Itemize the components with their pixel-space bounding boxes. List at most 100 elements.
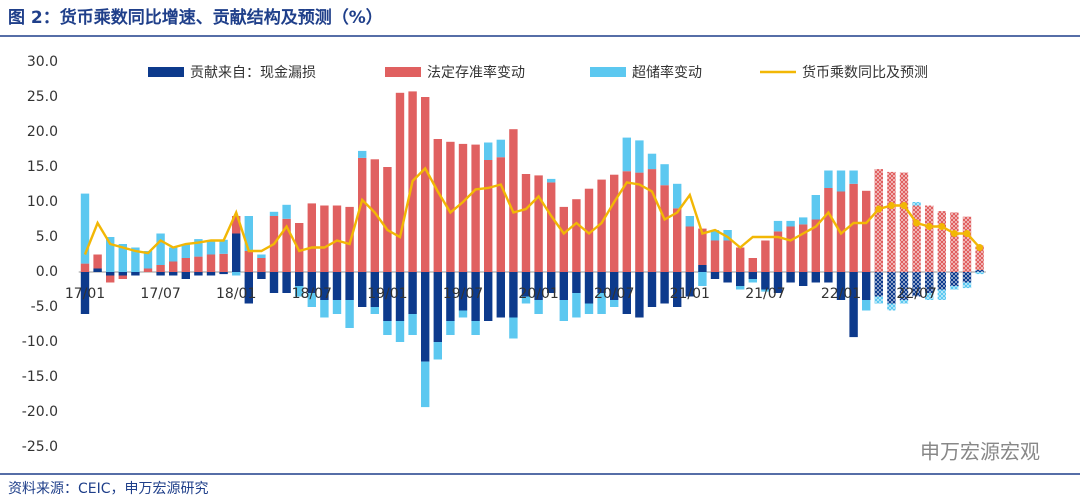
x-tick-label: 21/07	[745, 286, 785, 302]
bar	[685, 226, 694, 272]
bar	[584, 303, 594, 314]
bar	[509, 129, 518, 272]
y-tick-label: 0.0	[36, 264, 58, 280]
y-tick-label: -25.0	[22, 439, 58, 455]
bar	[295, 286, 304, 297]
bar	[106, 237, 115, 272]
bar	[521, 296, 531, 304]
legend-label: 超储率变动	[632, 64, 702, 81]
bar	[849, 272, 858, 338]
bar	[736, 247, 745, 272]
bar	[408, 314, 417, 335]
bar	[421, 97, 430, 272]
bar	[799, 224, 808, 272]
bar	[748, 258, 757, 272]
bar	[610, 272, 619, 300]
bar	[194, 239, 203, 257]
bar	[395, 321, 405, 342]
bar	[345, 300, 354, 328]
bar	[80, 263, 90, 272]
bar	[698, 272, 707, 286]
bar	[912, 202, 921, 206]
bar	[824, 272, 833, 283]
bar	[370, 272, 379, 307]
bar	[484, 272, 493, 321]
bar	[962, 282, 972, 289]
bar	[635, 272, 644, 318]
bar	[773, 231, 783, 272]
bar	[773, 272, 783, 293]
bar	[610, 174, 619, 272]
bar	[383, 321, 392, 335]
bar	[345, 272, 354, 300]
bar	[143, 268, 153, 272]
bar	[673, 183, 682, 209]
bar	[925, 293, 934, 300]
y-tick-label: 5.0	[36, 229, 58, 245]
bar	[458, 143, 468, 272]
line-marker	[875, 205, 883, 213]
bar	[181, 258, 190, 272]
bar	[496, 139, 505, 158]
bar	[622, 137, 631, 172]
bar	[597, 293, 606, 314]
bar	[635, 140, 644, 173]
bar	[118, 275, 127, 279]
x-tick-label: 17/01	[65, 286, 105, 302]
bar	[295, 223, 304, 272]
bar	[836, 170, 846, 192]
bar	[937, 289, 946, 300]
bar	[761, 240, 770, 272]
bar	[93, 268, 102, 272]
bar	[824, 170, 833, 188]
line-marker	[913, 219, 921, 227]
bar	[244, 216, 253, 251]
x-tick-label: 22/07	[896, 286, 936, 302]
y-tick-label: 30.0	[27, 54, 58, 70]
bar	[547, 272, 556, 293]
bar	[534, 300, 543, 314]
bar	[169, 272, 178, 276]
bar	[786, 226, 795, 272]
bar	[899, 172, 909, 272]
bar	[849, 170, 858, 184]
bar	[118, 272, 127, 276]
bar	[685, 272, 694, 297]
bar	[723, 272, 732, 283]
bar	[232, 272, 241, 276]
line-marker	[925, 223, 933, 230]
bar	[307, 272, 316, 293]
bar	[710, 230, 720, 241]
bar	[950, 212, 959, 272]
bar	[118, 244, 127, 272]
bar	[143, 251, 153, 269]
bar	[80, 193, 90, 264]
bar	[559, 300, 568, 321]
bar	[383, 272, 392, 321]
bar	[370, 307, 379, 314]
bar	[194, 272, 203, 276]
bar	[446, 272, 455, 321]
bar	[950, 272, 959, 286]
bar	[559, 206, 568, 272]
legend-label: 贡献来自：现金漏损	[190, 65, 316, 81]
bar	[811, 272, 820, 283]
bar	[534, 272, 543, 300]
line-marker	[938, 223, 946, 230]
bar	[950, 286, 959, 290]
bar	[421, 361, 430, 408]
x-tick-label: 17/07	[140, 286, 180, 302]
x-tick-label: 20/01	[518, 286, 558, 302]
bar	[471, 321, 480, 335]
bar	[282, 218, 291, 272]
bar	[572, 272, 581, 293]
bar	[471, 272, 480, 321]
bar	[257, 258, 266, 272]
bar	[962, 216, 972, 272]
bar	[799, 272, 808, 286]
bar	[358, 157, 367, 272]
bar	[899, 272, 909, 300]
line-marker	[976, 244, 984, 251]
bar	[484, 142, 493, 160]
bar	[773, 220, 783, 232]
